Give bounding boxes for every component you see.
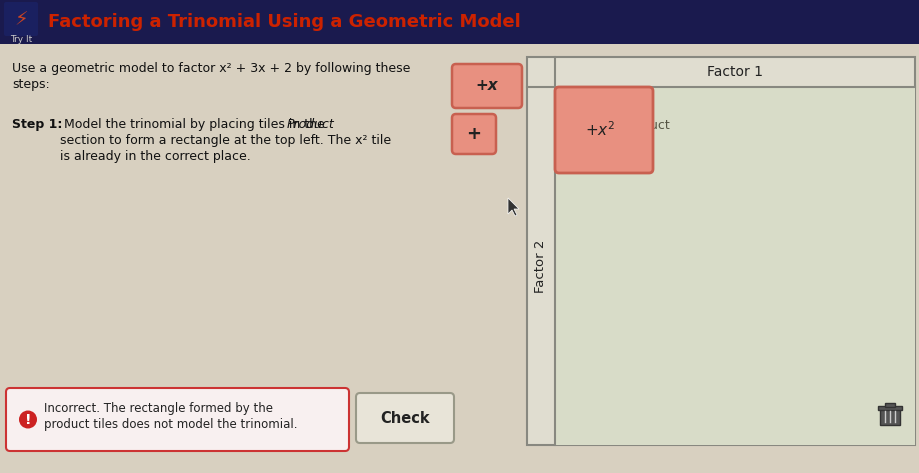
Text: ⚡: ⚡	[14, 10, 28, 29]
FancyBboxPatch shape	[0, 44, 919, 473]
Text: $+x^2$: $+x^2$	[584, 121, 615, 140]
Text: Model the trinomial by placing tiles in the: Model the trinomial by placing tiles in …	[60, 118, 328, 131]
Text: product tiles does not model the trinomial.: product tiles does not model the trinomi…	[44, 418, 297, 431]
FancyBboxPatch shape	[877, 406, 901, 410]
Text: section to form a rectangle at the top left. The x² tile: section to form a rectangle at the top l…	[60, 134, 391, 147]
FancyBboxPatch shape	[884, 403, 894, 407]
FancyBboxPatch shape	[451, 114, 495, 154]
Text: Factor 2: Factor 2	[534, 239, 547, 293]
Text: Factor 1: Factor 1	[706, 65, 762, 79]
FancyBboxPatch shape	[527, 57, 914, 445]
Text: Check: Check	[380, 411, 429, 426]
Text: Use a geometric model to factor x² + 3x + 2 by following these: Use a geometric model to factor x² + 3x …	[12, 62, 410, 75]
Polygon shape	[507, 198, 518, 216]
Text: Step 1:: Step 1:	[12, 118, 62, 131]
Text: steps:: steps:	[12, 78, 50, 91]
FancyBboxPatch shape	[6, 388, 348, 451]
FancyBboxPatch shape	[554, 87, 914, 445]
Text: +: +	[466, 125, 481, 143]
Text: Try It: Try It	[10, 35, 32, 44]
Text: Factoring a Trinomial Using a Geometric Model: Factoring a Trinomial Using a Geometric …	[48, 13, 520, 31]
Text: Product: Product	[287, 118, 335, 131]
Text: +x: +x	[475, 79, 498, 94]
Text: uct: uct	[650, 119, 669, 131]
FancyBboxPatch shape	[4, 2, 38, 36]
FancyBboxPatch shape	[0, 0, 919, 44]
Text: is already in the correct place.: is already in the correct place.	[60, 150, 251, 163]
Circle shape	[19, 411, 37, 429]
FancyBboxPatch shape	[356, 393, 453, 443]
FancyBboxPatch shape	[554, 87, 652, 173]
Text: !: !	[25, 412, 31, 427]
FancyBboxPatch shape	[451, 64, 521, 108]
FancyBboxPatch shape	[879, 409, 899, 425]
Text: Incorrect. The rectangle formed by the: Incorrect. The rectangle formed by the	[44, 402, 273, 415]
